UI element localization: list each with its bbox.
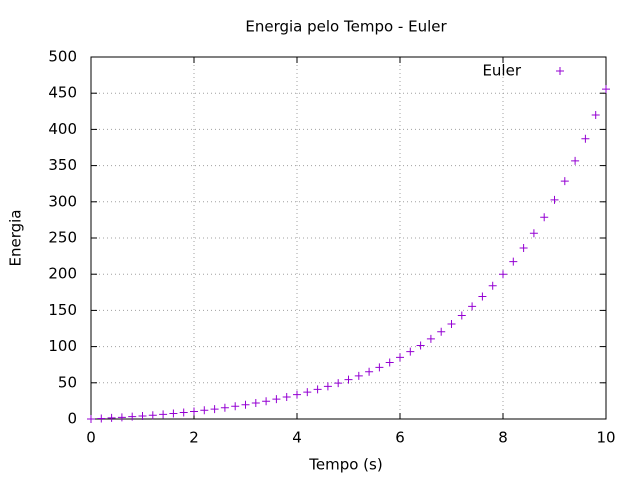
point (457, 311, 466, 320)
y-tick-label: 50 (58, 373, 77, 391)
point (303, 388, 312, 397)
x-tick-label: 8 (498, 429, 508, 447)
point (499, 270, 507, 279)
point (591, 110, 600, 119)
point (365, 367, 374, 376)
point (282, 392, 291, 401)
point (179, 408, 188, 417)
point (251, 399, 260, 407)
x-tick-label: 10 (596, 429, 615, 447)
point (540, 213, 549, 222)
point (468, 302, 477, 311)
point (138, 411, 147, 420)
point (210, 405, 219, 414)
point (262, 397, 271, 406)
point (396, 353, 404, 362)
point (148, 411, 157, 420)
point (571, 156, 580, 165)
point (354, 371, 363, 380)
y-tick-label: 100 (48, 337, 77, 355)
point (128, 412, 137, 421)
point (107, 413, 116, 422)
point (437, 327, 446, 336)
point (272, 395, 281, 404)
point (293, 390, 301, 399)
point (385, 358, 394, 367)
point (529, 229, 538, 238)
point (241, 400, 250, 409)
point (87, 415, 95, 423)
y-axis-label: Energia (7, 210, 25, 267)
point (416, 341, 425, 350)
x-tick-label: 2 (189, 429, 199, 447)
point (488, 281, 497, 290)
y-tick-label: 150 (48, 301, 77, 319)
point (323, 382, 332, 391)
point (560, 177, 569, 186)
point (97, 414, 106, 423)
point (509, 257, 518, 266)
x-tick-label: 6 (395, 429, 405, 447)
point (581, 134, 590, 143)
y-tick-label: 250 (48, 229, 77, 247)
point (602, 85, 610, 94)
point (169, 409, 178, 418)
legend-label: Euler (482, 62, 521, 80)
y-tick-label: 350 (48, 156, 77, 174)
point (200, 406, 209, 415)
y-tick-label: 450 (48, 84, 77, 102)
point (190, 407, 198, 416)
point (519, 243, 528, 252)
point (426, 334, 435, 343)
y-tick-label: 0 (67, 410, 77, 428)
point (334, 379, 343, 388)
point (117, 413, 126, 422)
point (220, 403, 229, 412)
y-tick-label: 400 (48, 120, 77, 138)
x-tick-label: 0 (86, 429, 96, 447)
point (344, 375, 353, 384)
y-tick-label: 200 (48, 265, 77, 283)
point (478, 292, 487, 301)
chart-title: Energia pelo Tempo - Euler (245, 18, 447, 36)
point (375, 363, 384, 372)
x-tick-label: 4 (292, 429, 302, 447)
legend-marker (556, 67, 564, 75)
point (447, 319, 456, 328)
point (231, 402, 240, 411)
y-tick-label: 300 (48, 192, 77, 210)
point (550, 195, 559, 204)
point (313, 385, 322, 394)
point (406, 347, 415, 356)
plot-frame (90, 56, 607, 420)
y-tick-label: 500 (48, 48, 77, 66)
x-axis-label: Tempo (s) (308, 456, 382, 474)
point (159, 410, 168, 419)
